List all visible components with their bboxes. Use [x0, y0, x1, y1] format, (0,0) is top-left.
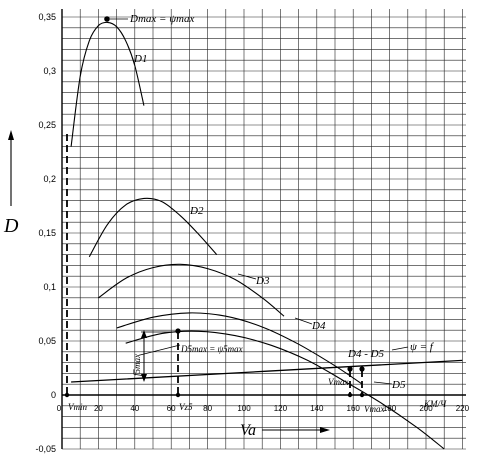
label-vmax2: Vmax [364, 404, 385, 414]
x-tick-label: 100 [237, 404, 251, 413]
vz5-axis-point [175, 392, 181, 398]
series-d2-line [88, 197, 218, 258]
d5max-point [175, 328, 181, 334]
label-vmax1: Vmax [328, 377, 349, 387]
d3-leader [237, 273, 257, 280]
label-d1: D1 [133, 53, 147, 65]
y-axis-title-arrowhead [8, 130, 14, 140]
x-tick-label: 20 [94, 404, 103, 413]
y-tick-label: 0,1 [43, 282, 56, 292]
label-vmin: Vmin [68, 402, 87, 412]
y-tick-label: 0,25 [38, 120, 56, 130]
label-d5: D5 [391, 379, 406, 391]
d5max-leader [139, 344, 181, 356]
x-tick-label: 40 [130, 404, 139, 413]
x-tick-label: 200 [419, 404, 433, 413]
x-tick-label: 80 [203, 404, 212, 413]
label-unit: КМ/Ч [423, 399, 447, 409]
series-d4-line [116, 312, 363, 385]
vmin-axis-point [64, 392, 70, 398]
series-psi-line [71, 359, 463, 383]
x-axis-title-arrowhead [320, 427, 330, 433]
y-tick-label: 0,3 [43, 66, 56, 76]
x-tick-label: 60 [167, 404, 176, 413]
label-d2: D2 [189, 205, 204, 217]
y-tick-label: 0,15 [38, 228, 56, 238]
y-axis-title: D [3, 215, 19, 237]
vmax1-axis-point [347, 392, 353, 398]
dmax-point [104, 16, 110, 22]
x-tick-label: 0 [57, 404, 62, 413]
y-tick-label: 0,2 [43, 174, 56, 184]
y-tick-label: 0 [51, 390, 56, 400]
vmax2-axis-point [359, 392, 365, 398]
x-tick-label: 140 [310, 404, 324, 413]
label-vz5: Vz5 [179, 402, 193, 412]
y-tick-label: -0,05 [35, 444, 56, 454]
label-f5max: f5max [132, 354, 142, 376]
psi-leader [391, 346, 409, 351]
f5max-arrow-up [141, 330, 147, 338]
label-d4: D4 [311, 320, 326, 332]
grid [62, 9, 466, 450]
x-axis-title: Va [240, 422, 256, 439]
label-d5max: D5max = ψ5max [180, 344, 243, 354]
series-d1-line [70, 21, 145, 147]
x-tick-label: 120 [274, 404, 288, 413]
label-psi: ψ = f [410, 341, 435, 353]
label-d4-d5: D4 - D5 [347, 348, 385, 360]
series-d3-line [98, 263, 285, 317]
x-tick-label: 160 [347, 404, 361, 413]
label-dmax: Dmax = ψmax [129, 13, 194, 25]
intersection-point-2 [359, 366, 365, 372]
y-tick-label: 0,35 [38, 12, 56, 22]
d4-leader [294, 317, 313, 325]
x-tick-label: 220 [456, 404, 470, 413]
label-d3: D3 [255, 275, 270, 287]
y-tick-label: 0,05 [38, 336, 56, 346]
f5max-arrow-down [141, 374, 147, 382]
d5-leader [373, 381, 393, 385]
intersection-point-1 [347, 366, 353, 372]
y-tick-labels: 0,35 0,3 0,25 0,2 0,15 0,1 0,05 0 -0,05 [35, 12, 56, 454]
